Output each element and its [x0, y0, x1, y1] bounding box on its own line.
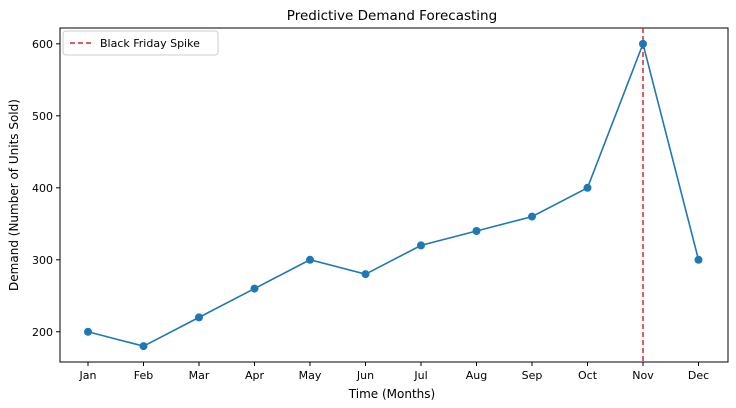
- legend-entry-black-friday: Black Friday Spike: [100, 37, 200, 50]
- x-tick-label: Jun: [356, 369, 374, 382]
- data-point-dec: [694, 255, 703, 264]
- y-axis: 200 300 400 500 600: [32, 38, 60, 339]
- chart-title: Predictive Demand Forecasting: [287, 8, 497, 24]
- data-point-oct: [583, 183, 592, 192]
- data-point-feb: [139, 342, 148, 351]
- legend: Black Friday Spike: [62, 30, 219, 56]
- x-tick-label: Sep: [522, 369, 543, 382]
- y-tick-label: 500: [32, 110, 53, 123]
- y-tick-label: 300: [32, 254, 53, 267]
- series-line-demand: [87, 41, 700, 348]
- x-tick-label: Aug: [466, 369, 487, 382]
- data-point-mar: [195, 313, 203, 322]
- legend-box: [62, 30, 219, 56]
- data-point-jun: [361, 270, 370, 279]
- x-axis: Jan Feb Mar Apr May Jun Jul Aug Sep Oct Nov Dec: [79, 362, 709, 382]
- series-points: [84, 39, 703, 351]
- x-tick-label: Jan: [79, 369, 97, 382]
- data-point-jan: [84, 327, 92, 336]
- x-tick-label: Oct: [578, 369, 598, 382]
- data-point-nov: [639, 39, 647, 48]
- y-tick-label: 600: [32, 38, 53, 51]
- data-point-apr: [250, 284, 259, 293]
- data-point-jul: [417, 241, 425, 250]
- x-tick-label: May: [299, 369, 322, 382]
- data-point-aug: [472, 226, 481, 235]
- x-tick-label: Dec: [688, 369, 709, 382]
- x-axis-label: Time (Months): [348, 387, 435, 401]
- y-axis-label: Demand (Number of Units Sold): [7, 99, 21, 291]
- y-tick-label: 400: [32, 182, 53, 195]
- y-tick-label: 200: [32, 326, 53, 339]
- x-tick-label: Feb: [134, 369, 153, 382]
- x-tick-label: Apr: [245, 369, 265, 382]
- data-point-sep: [528, 212, 536, 221]
- data-point-may: [306, 255, 314, 264]
- plot-frame: [59, 27, 729, 363]
- x-tick-label: Mar: [189, 369, 210, 382]
- x-tick-label: Jul: [413, 369, 427, 382]
- x-tick-label: Nov: [632, 369, 654, 382]
